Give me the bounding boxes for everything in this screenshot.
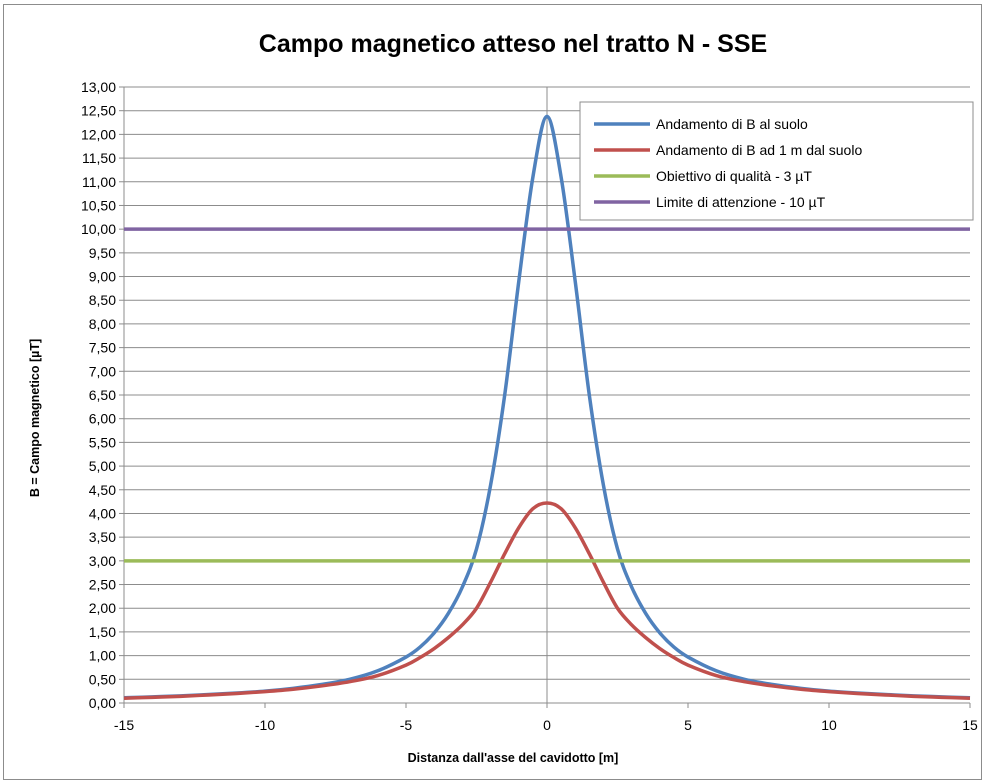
x-tick-label: 10 xyxy=(821,717,837,733)
legend: Andamento di B al suolo Andamento di B ad… xyxy=(579,101,974,221)
chart-title: Campo magnetico atteso nel tratto N - SS… xyxy=(259,30,767,58)
y-tick-label: 10,50 xyxy=(81,197,116,213)
y-tick-label: 4,00 xyxy=(89,505,116,521)
y-tick-label: 2,00 xyxy=(89,600,116,616)
legend-entry-label: Limite di attenzione - 10 µT xyxy=(656,194,826,210)
y-tick-label: 7,50 xyxy=(89,340,116,356)
x-tick-label: 5 xyxy=(684,717,692,733)
x-tick-label: -10 xyxy=(255,717,275,733)
y-tick-label: 9,50 xyxy=(89,245,116,261)
y-tick-label: 4,50 xyxy=(89,482,116,498)
x-tick-labels: -15 -10 -5 0 5 10 15 xyxy=(114,717,978,733)
y-tick-label: 3,00 xyxy=(89,553,116,569)
y-tick-label: 3,50 xyxy=(89,529,116,545)
y-tick-label: 0,50 xyxy=(89,671,116,687)
y-tick-labels: 0,00 0,50 1,00 1,50 2,00 2,50 3,00 3,50 4,00 4,50… xyxy=(81,79,116,711)
x-axis-label: Distanza dall'asse del cavidotto [m] xyxy=(408,751,619,765)
x-tick-label: 15 xyxy=(962,717,978,733)
y-tick-label: 5,50 xyxy=(89,434,116,450)
y-tick-label: 10,00 xyxy=(81,221,116,237)
x-tick-label: -15 xyxy=(114,717,134,733)
y-tick-label: 0,00 xyxy=(89,695,116,711)
y-tick-label: 6,00 xyxy=(89,411,116,427)
x-tick-label: 0 xyxy=(543,717,551,733)
y-tick-label: 1,00 xyxy=(89,648,116,664)
axes xyxy=(119,86,971,708)
y-tick-label: 7,00 xyxy=(89,363,116,379)
y-tick-label: 11,00 xyxy=(82,174,116,190)
series-lines xyxy=(123,114,971,701)
y-tick-label: 13,00 xyxy=(81,79,116,95)
y-tick-label: 1,50 xyxy=(89,624,116,640)
x-tick-label: -5 xyxy=(400,717,413,733)
y-tick-label: 9,00 xyxy=(89,269,116,285)
y-tick-label: 8,50 xyxy=(89,292,116,308)
series-line-1 xyxy=(123,501,971,701)
y-tick-label: 2,50 xyxy=(89,577,116,593)
y-axis-label: B = Campo magnetico [µT] xyxy=(28,339,42,497)
y-tick-label: 12,00 xyxy=(81,126,116,142)
y-tick-label: 12,50 xyxy=(81,103,116,119)
y-tick-label: 8,00 xyxy=(89,316,116,332)
y-tick-label: 6,50 xyxy=(89,387,116,403)
y-tick-label: 11,50 xyxy=(82,150,116,166)
y-tick-label: 5,00 xyxy=(89,458,116,474)
legend-entry-label: Andamento di B al suolo xyxy=(656,116,808,132)
legend-entry-label: Andamento di B ad 1 m dal suolo xyxy=(656,142,862,158)
legend-entry-label: Obiettivo di qualità - 3 µT xyxy=(656,168,812,184)
